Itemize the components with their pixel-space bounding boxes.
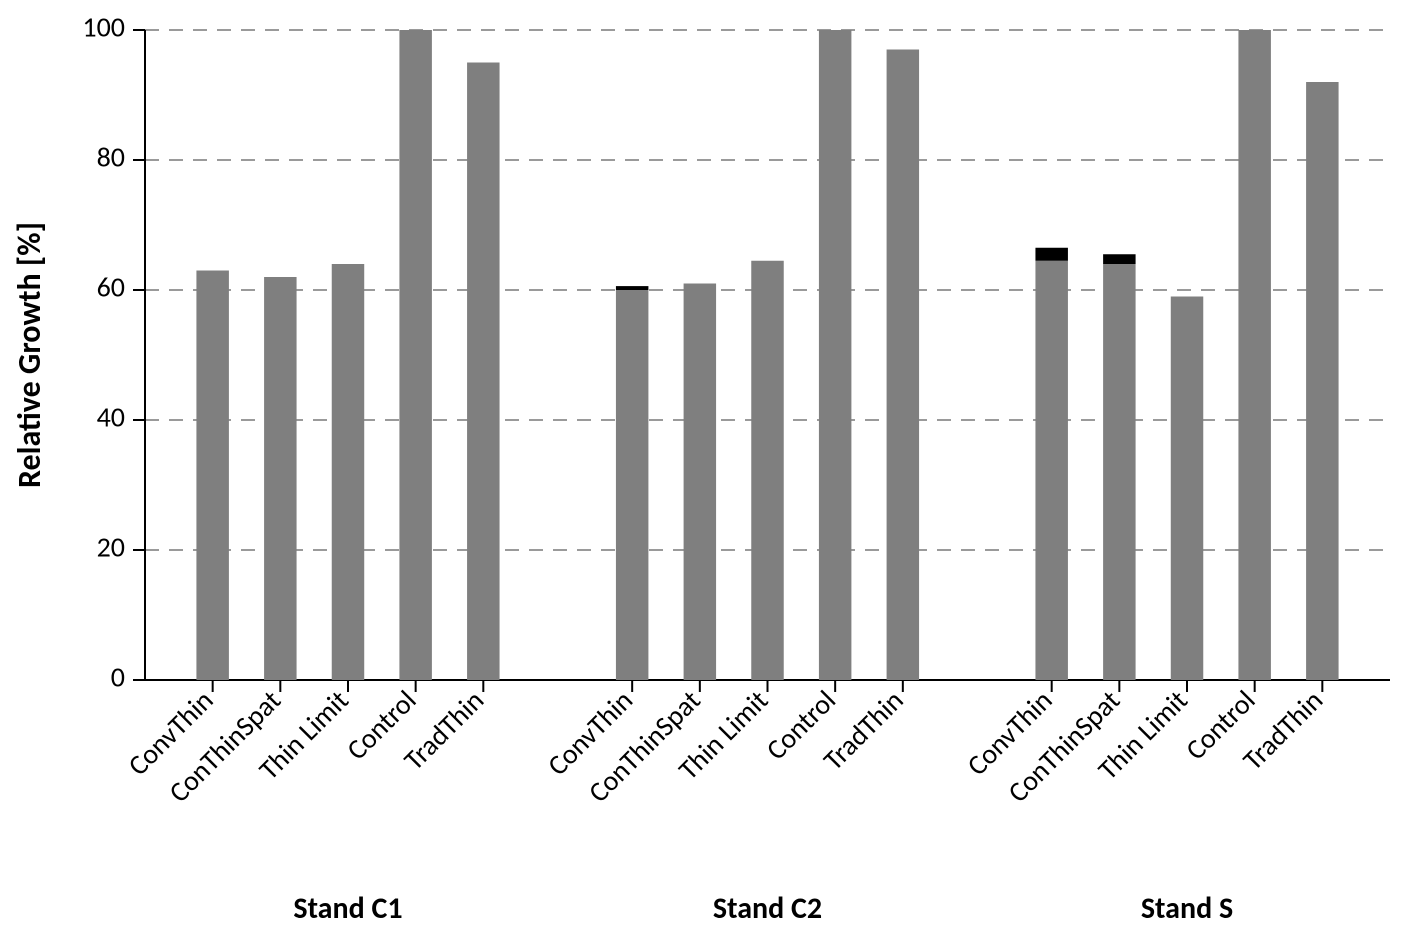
- bar: [887, 50, 919, 681]
- chart-svg: 020406080100Relative Growth [%]ConvThinC…: [0, 0, 1426, 948]
- bar: [751, 261, 783, 680]
- y-axis-title: Relative Growth [%]: [10, 222, 49, 488]
- bar: [332, 264, 364, 680]
- bar: [1171, 297, 1203, 681]
- y-tick-label: 80: [97, 140, 125, 175]
- bar: [1238, 30, 1270, 680]
- bar-cap: [616, 286, 648, 290]
- bar: [1035, 261, 1067, 680]
- bar: [1103, 264, 1135, 680]
- bar: [684, 284, 716, 681]
- bar: [819, 30, 851, 680]
- y-tick-label: 100: [82, 10, 125, 45]
- bar: [399, 30, 431, 680]
- bar: [196, 271, 228, 681]
- bar-cap: [1103, 254, 1135, 264]
- y-tick-label: 60: [97, 270, 125, 305]
- x-group-label: Stand S: [1141, 890, 1233, 927]
- bar: [264, 277, 296, 680]
- x-group-label: Stand C2: [713, 890, 822, 927]
- bar: [467, 63, 499, 681]
- bar: [616, 290, 648, 680]
- y-tick-label: 40: [97, 400, 125, 435]
- y-tick-label: 20: [97, 530, 125, 565]
- bar-cap: [1035, 248, 1067, 261]
- x-group-label: Stand C1: [293, 890, 402, 927]
- relative-growth-bar-chart: 020406080100Relative Growth [%]ConvThinC…: [0, 0, 1426, 948]
- bar: [1306, 82, 1338, 680]
- y-tick-label: 0: [111, 660, 125, 695]
